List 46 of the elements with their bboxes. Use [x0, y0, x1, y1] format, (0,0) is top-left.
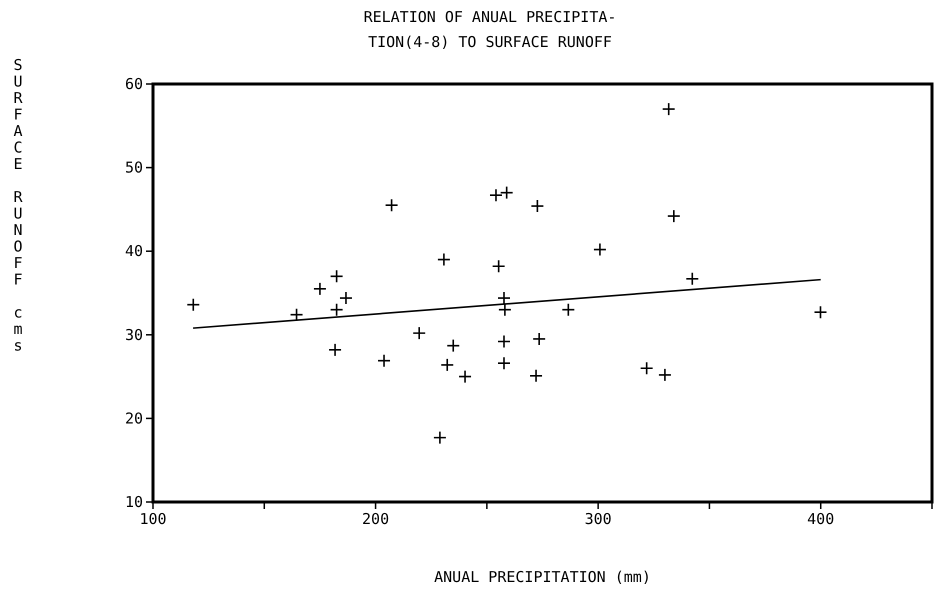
point	[530, 199, 544, 213]
point	[186, 298, 200, 312]
point	[330, 269, 344, 284]
point	[658, 368, 672, 382]
y-tick-label: 10	[124, 493, 143, 511]
y-tick-label: 40	[124, 242, 143, 260]
point	[498, 302, 512, 317]
point	[532, 332, 546, 346]
point	[290, 308, 304, 322]
point	[497, 291, 511, 305]
point	[412, 326, 426, 340]
point	[500, 186, 514, 200]
y-tick-label: 20	[124, 409, 143, 428]
point	[562, 302, 576, 317]
x-tick-label: 100	[139, 510, 167, 528]
point	[497, 356, 511, 370]
point	[458, 370, 472, 384]
x-axis-title: ANUAL PRECIPITATION (mm)	[434, 568, 651, 586]
point	[685, 272, 700, 286]
point	[662, 102, 676, 116]
point	[492, 259, 506, 274]
point	[377, 354, 391, 368]
point	[339, 291, 353, 305]
point	[433, 430, 447, 444]
x-tick-label: 400	[807, 510, 834, 528]
point	[330, 302, 344, 317]
y-tick-label: 50	[124, 158, 143, 177]
point	[489, 188, 503, 202]
point	[440, 358, 454, 372]
point	[446, 338, 460, 352]
point	[814, 305, 828, 320]
point	[497, 334, 511, 348]
chart-title: RELATION OF ANUAL PRECIPITA- TION(4-8) TO SURFACE RUNOFF	[364, 8, 616, 51]
point	[328, 343, 342, 357]
point	[384, 198, 398, 212]
point	[437, 252, 451, 266]
point	[593, 242, 607, 256]
y-tick-label: 30	[124, 326, 143, 344]
x-tick-label: 300	[584, 510, 612, 528]
point	[313, 282, 327, 296]
x-tick-label: 200	[362, 510, 390, 528]
text: SURFACE RUNOFF cms	[13, 56, 23, 354]
point	[640, 361, 654, 376]
point	[529, 368, 543, 383]
y-tick-label: 60	[124, 75, 143, 93]
point	[667, 209, 681, 223]
